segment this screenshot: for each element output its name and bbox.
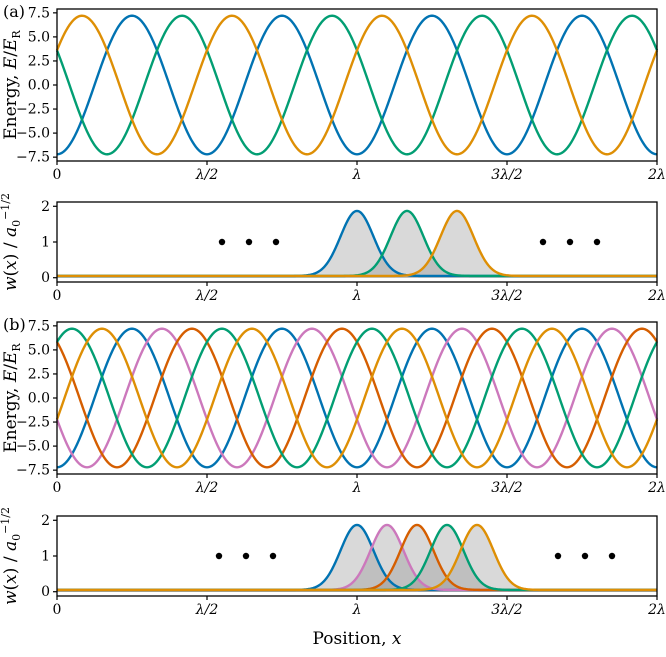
x-tick-label: 0 — [53, 480, 62, 496]
panel-a-wannier-ylabel: w(x) / a0−1/2 — [0, 193, 23, 291]
x-tick-label: λ/2 — [195, 288, 219, 304]
panel-a-energy: 0 λ/2 λ 3λ/2 2λ 7.5 5.0 2.5 0.0 −2.5 −5.0 −7.5 — [16, 5, 666, 183]
x-tick-label: 3λ/2 — [491, 602, 522, 618]
x-tick-label: λ — [352, 602, 362, 618]
y-tick-label: −5.0 — [16, 126, 50, 142]
x-tick-label: 0 — [53, 602, 62, 618]
wannier-1-fill — [57, 210, 657, 278]
ellipsis-dot — [269, 552, 277, 560]
ellipsis-dot — [608, 552, 616, 560]
wannier-1-fill — [57, 524, 657, 592]
y-tick-label: 2 — [41, 199, 50, 215]
ellipsis-dot — [566, 238, 574, 246]
x-tick-label: 2λ — [647, 602, 666, 618]
x-tick-label: λ — [352, 167, 362, 183]
panel-b-energy: 0 λ/2 λ 3λ/2 2λ 7.5 5.0 2.5 0.0 −2.5 −5.0 −7.5 — [16, 318, 666, 496]
ellipsis-dot — [245, 238, 253, 246]
panel-a-label: (a) — [3, 2, 25, 21]
panel-b-energy-ylabel: Energy, E/ER — [1, 343, 23, 453]
x-tick-label: 2λ — [647, 167, 666, 183]
y-tick-label: 2.5 — [28, 53, 50, 69]
x-tick-label: λ/2 — [195, 167, 219, 183]
ellipsis-dot — [218, 238, 226, 246]
ellipsis-dot — [554, 552, 562, 560]
ellipsis-dot — [539, 238, 547, 246]
x-tick-label: 3λ/2 — [491, 167, 522, 183]
ellipsis-dot — [242, 552, 250, 560]
ellipsis-dot — [272, 238, 280, 246]
x-tick-label: λ/2 — [195, 480, 219, 496]
y-tick-label: −2.5 — [16, 415, 50, 431]
axes-frame — [56, 8, 658, 162]
y-tick-label: 0.0 — [28, 391, 50, 407]
y-tick-label: 7.5 — [28, 318, 50, 334]
panel-b-wannier-ylabel: w(x) / a0−1/2 — [0, 507, 23, 605]
x-tick-label: λ/2 — [195, 602, 219, 618]
ellipsis-dot — [581, 552, 589, 560]
x-tick-label: 2λ — [647, 480, 666, 496]
lattice-5-curve — [55, 327, 659, 469]
y-tick-label: 2 — [41, 513, 50, 529]
y-tick-label: 0 — [41, 270, 50, 286]
x-axis-label: Position, x — [313, 629, 402, 649]
lattice-1-curve — [56, 327, 658, 469]
charts-container: 0 λ/2 λ 3λ/2 2λ7.55.02.50.0−2.5−5.0−7.50 λ/2 λ… — [16, 5, 666, 618]
x-tick-label: λ — [352, 288, 362, 304]
y-tick-label: −7.5 — [16, 150, 50, 166]
panel-a-energy-ylabel: Energy, E/ER — [1, 30, 23, 140]
y-tick-label: 1 — [41, 235, 50, 251]
y-tick-label: −5.0 — [16, 439, 50, 455]
wannier-5-curve — [56, 523, 658, 592]
x-tick-label: 3λ/2 — [491, 288, 522, 304]
ellipsis-dot — [593, 238, 601, 246]
y-tick-label: −2.5 — [16, 102, 50, 118]
lattice-4-curve — [55, 327, 659, 469]
x-tick-label: 0 — [53, 288, 62, 304]
y-tick-label: 1 — [41, 549, 50, 565]
x-tick-label: 0 — [53, 167, 62, 183]
axes-frame — [56, 321, 658, 475]
y-tick-label: 7.5 — [28, 5, 50, 21]
lattice-3-curve — [55, 327, 659, 469]
panel-a-wannier: 0 λ/2 λ 3λ/2 2λ 0 1 2 — [41, 199, 666, 304]
y-tick-label: 2.5 — [28, 366, 50, 382]
x-tick-label: λ — [352, 480, 362, 496]
ellipsis-dot — [215, 552, 223, 560]
lattice-2-curve — [55, 14, 659, 156]
panel-b-label: (b) — [3, 315, 26, 334]
lattice-1-curve — [56, 14, 658, 156]
y-tick-label: 5.0 — [28, 342, 50, 358]
y-tick-label: 0 — [41, 584, 50, 600]
lattice-2-curve — [55, 327, 659, 469]
y-tick-label: 5.0 — [28, 29, 50, 45]
wannier-3-curve — [56, 209, 658, 278]
y-tick-label: −7.5 — [16, 463, 50, 479]
panel-b-wannier: 0 λ/2 λ 3λ/2 2λ 0 1 2 — [41, 513, 666, 618]
lattice-3-curve — [55, 14, 659, 156]
x-tick-label: 3λ/2 — [491, 480, 522, 496]
y-tick-label: 0.0 — [28, 78, 50, 94]
x-tick-label: 2λ — [647, 288, 666, 304]
